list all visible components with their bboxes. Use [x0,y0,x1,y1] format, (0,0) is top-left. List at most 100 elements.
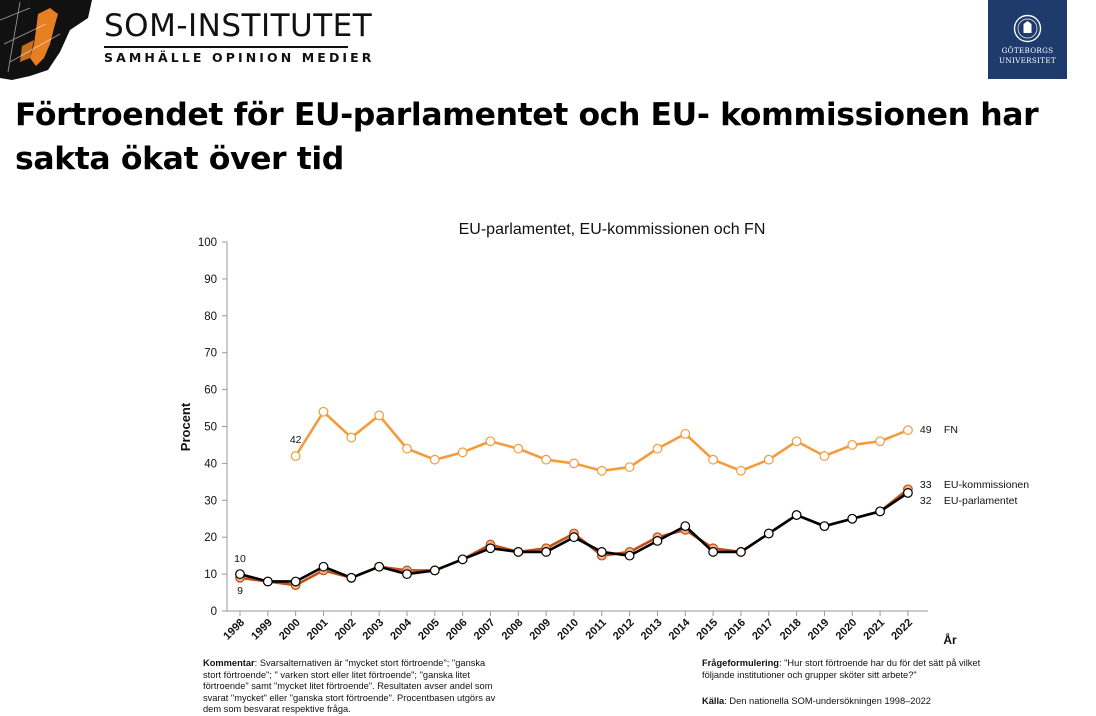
data-point [903,425,913,436]
data-point [624,550,635,561]
x-tick-label: 2018 [778,617,804,643]
data-point [652,443,663,454]
data-point [569,532,579,543]
source-text: : Den nationella SOM-undersökningen 1998… [724,696,931,706]
x-tick-label: 2008 [500,617,526,643]
data-point [763,454,774,465]
y-tick-label: 20 [204,532,217,544]
brand-tagline: SAMHÄLLE OPINION MEDIER [104,50,375,65]
university-seal-icon [1013,14,1042,43]
fn-start-label: 42 [290,434,302,446]
series-eu-parlamentet [235,488,913,587]
x-tick-label: 2015 [694,617,720,643]
data-point [374,410,385,421]
series-fn [290,406,913,476]
x-axis-label: År [943,632,957,647]
brand-block: SOM-INSTITUTET SAMHÄLLE OPINION MEDIER [104,6,375,67]
data-point [513,443,524,454]
x-tick-label: 2010 [555,617,581,643]
data-point [708,547,719,557]
comment-text-5: dem som besvarat respektive fråga. [203,704,351,715]
parlamentet-end-value: 32 [920,495,932,507]
data-point [763,528,774,539]
x-tick-label: 2009 [527,617,553,643]
chart-data-labels: 42 10 9 49 FN 33 EU-kommissionen 32 EU-parlament… [234,424,1029,597]
data-point [791,436,802,447]
slide-title-line2: sakta ökat över tid [15,141,344,177]
data-point [402,443,412,454]
y-tick-label: 50 [204,422,217,434]
x-tick-label: 2013 [639,617,665,643]
data-point [596,547,607,557]
series-line [294,410,909,473]
parlamentet-series-name: EU-parlamentet [944,495,1018,507]
x-tick-label: 1998 [221,617,247,643]
y-tick-label: 0 [211,606,217,618]
data-point [346,572,357,583]
y-tick-label: 90 [204,274,217,286]
data-point [847,513,858,524]
slide-title-line1: Förtroendet för EU-parlamentet och EU- k… [15,97,1039,133]
data-point [290,576,301,587]
comment-text-4: svarat "mycket" eller "ganska stort fört… [203,692,496,703]
som-institutet-logo: SOM-INSTITUTET SAMHÄLLE OPINION MEDIER [0,0,372,84]
x-tick-label: 2007 [472,617,498,643]
data-point [624,462,635,472]
y-tick-label: 40 [204,458,217,470]
x-tick-label: 2012 [611,617,637,643]
data-point [485,543,496,554]
y-tick-label: 10 [204,569,217,581]
x-tick-label: 2005 [416,617,442,643]
x-tick-label: 2022 [889,617,915,643]
nordic-map-icon [0,0,100,84]
question-label: Frågeformulering [702,658,779,668]
university-name-line2: UNIVERSITET [999,56,1056,65]
x-tick-label: 2001 [305,617,331,643]
fn-series-name: FN [944,424,958,436]
brand-name: SOM-INSTITUTET [104,8,373,44]
brand-divider [104,46,348,48]
x-tick-label: 2011 [584,617,609,642]
comment-label: Kommentar [203,658,255,668]
x-tick-label: 2003 [360,617,386,643]
data-point [541,454,552,465]
fn-end-value: 49 [920,424,932,436]
data-point [541,547,552,557]
data-point [318,406,329,417]
data-point [262,576,273,587]
data-point [346,432,357,443]
data-point [569,458,579,469]
comment-note: Kommentar: Svarsalternativen är "mycket … [203,658,563,716]
data-point [513,547,524,557]
data-point [903,488,913,498]
y-tick-label: 70 [204,348,217,360]
data-point [318,561,329,572]
data-point [235,569,245,579]
question-text-2: följande institutioner och grupper sköte… [702,669,917,680]
x-tick-label: 1999 [249,617,275,643]
data-point [875,436,885,447]
source-label: Källa [702,696,725,706]
comment-text-2: stort förtroende"; " varken stort eller … [203,669,470,680]
x-tick-label: 2021 [861,617,887,643]
x-tick-label: 2006 [444,617,470,643]
data-point [680,521,691,532]
university-logo: GÖTEBORGS UNIVERSITET [988,0,1067,79]
chart-title: EU-parlamentet, EU-kommissionen och FN [459,221,766,238]
data-point [847,440,858,450]
source-note: Källa: Den nationella SOM-undersökningen… [702,696,1052,708]
parlamentet-start-label: 10 [234,553,246,565]
kommissionen-start-label: 9 [237,585,243,597]
data-point [596,465,607,476]
y-tick-label: 60 [204,385,217,397]
question-text-1: : "Hur stort förtroende har du för det s… [778,658,981,668]
data-point [457,554,468,565]
university-name-line1: GÖTEBORGS [1001,46,1054,55]
data-point [652,535,663,546]
x-tick-label: 2014 [667,616,693,642]
y-tick-label: 80 [204,311,217,323]
x-tick-label: 2000 [277,617,303,643]
data-point [402,569,412,579]
kommissionen-end-value: 33 [920,479,932,491]
